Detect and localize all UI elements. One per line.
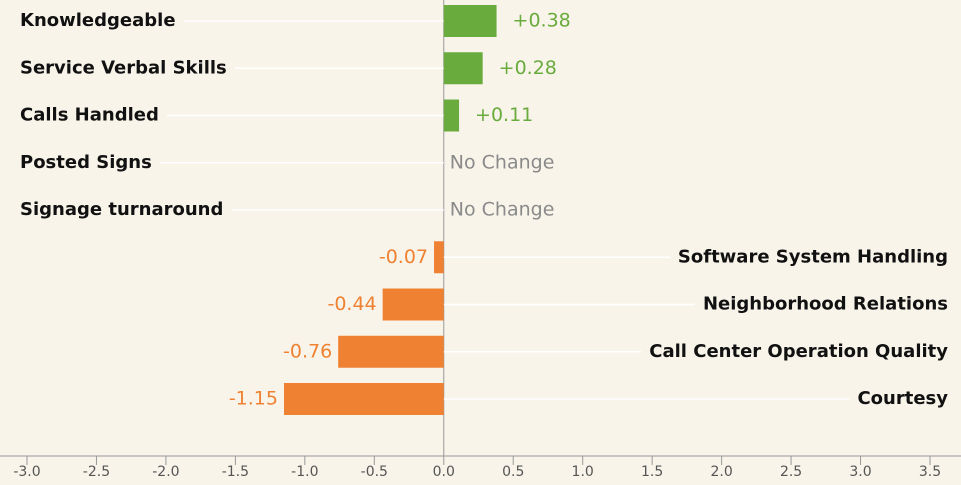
bar (338, 335, 444, 368)
bar (443, 99, 460, 132)
value-label: -0.07 (379, 246, 428, 268)
value-label: +0.38 (513, 10, 571, 32)
category-label: Courtesy (857, 388, 948, 409)
x-tick-label: 1.0 (572, 464, 594, 480)
value-label: No Change (450, 151, 555, 173)
category-label: Neighborhood Relations (703, 294, 948, 315)
value-label: +0.11 (475, 104, 533, 126)
x-tick-label: -1.5 (222, 464, 249, 480)
x-tick-label: -1.0 (291, 464, 318, 480)
x-tick-label: 2.5 (780, 464, 802, 480)
category-label: Posted Signs (20, 152, 152, 173)
x-tick-label: 0.0 (433, 464, 455, 480)
category-label: Service Verbal Skills (20, 57, 227, 78)
category-label: Knowledgeable (20, 10, 176, 31)
bar (443, 5, 497, 37)
bar (382, 288, 444, 321)
x-tick-label: 2.0 (710, 464, 732, 480)
category-label: Calls Handled (20, 105, 159, 126)
x-tick-label: 1.5 (641, 464, 663, 480)
bar (284, 383, 444, 415)
category-label: Signage turnaround (20, 199, 223, 220)
x-tick-label: -0.5 (361, 464, 388, 480)
x-tick-label: -2.5 (83, 464, 110, 480)
value-label: -0.44 (327, 293, 376, 315)
x-tick-label: 3.0 (849, 464, 871, 480)
value-label: -0.76 (283, 340, 332, 362)
x-tick-label: 3.5 (919, 464, 941, 480)
bar (434, 241, 444, 274)
bar (443, 52, 483, 85)
category-label: Software System Handling (678, 246, 948, 267)
category-label: Call Center Operation Quality (649, 341, 948, 362)
x-tick-label: 0.5 (502, 464, 524, 480)
value-label: +0.28 (499, 57, 557, 79)
x-tick-label: -3.0 (13, 464, 40, 480)
x-tick-label: -2.0 (152, 464, 179, 480)
value-label: No Change (450, 199, 555, 221)
value-label: -1.15 (229, 388, 278, 410)
